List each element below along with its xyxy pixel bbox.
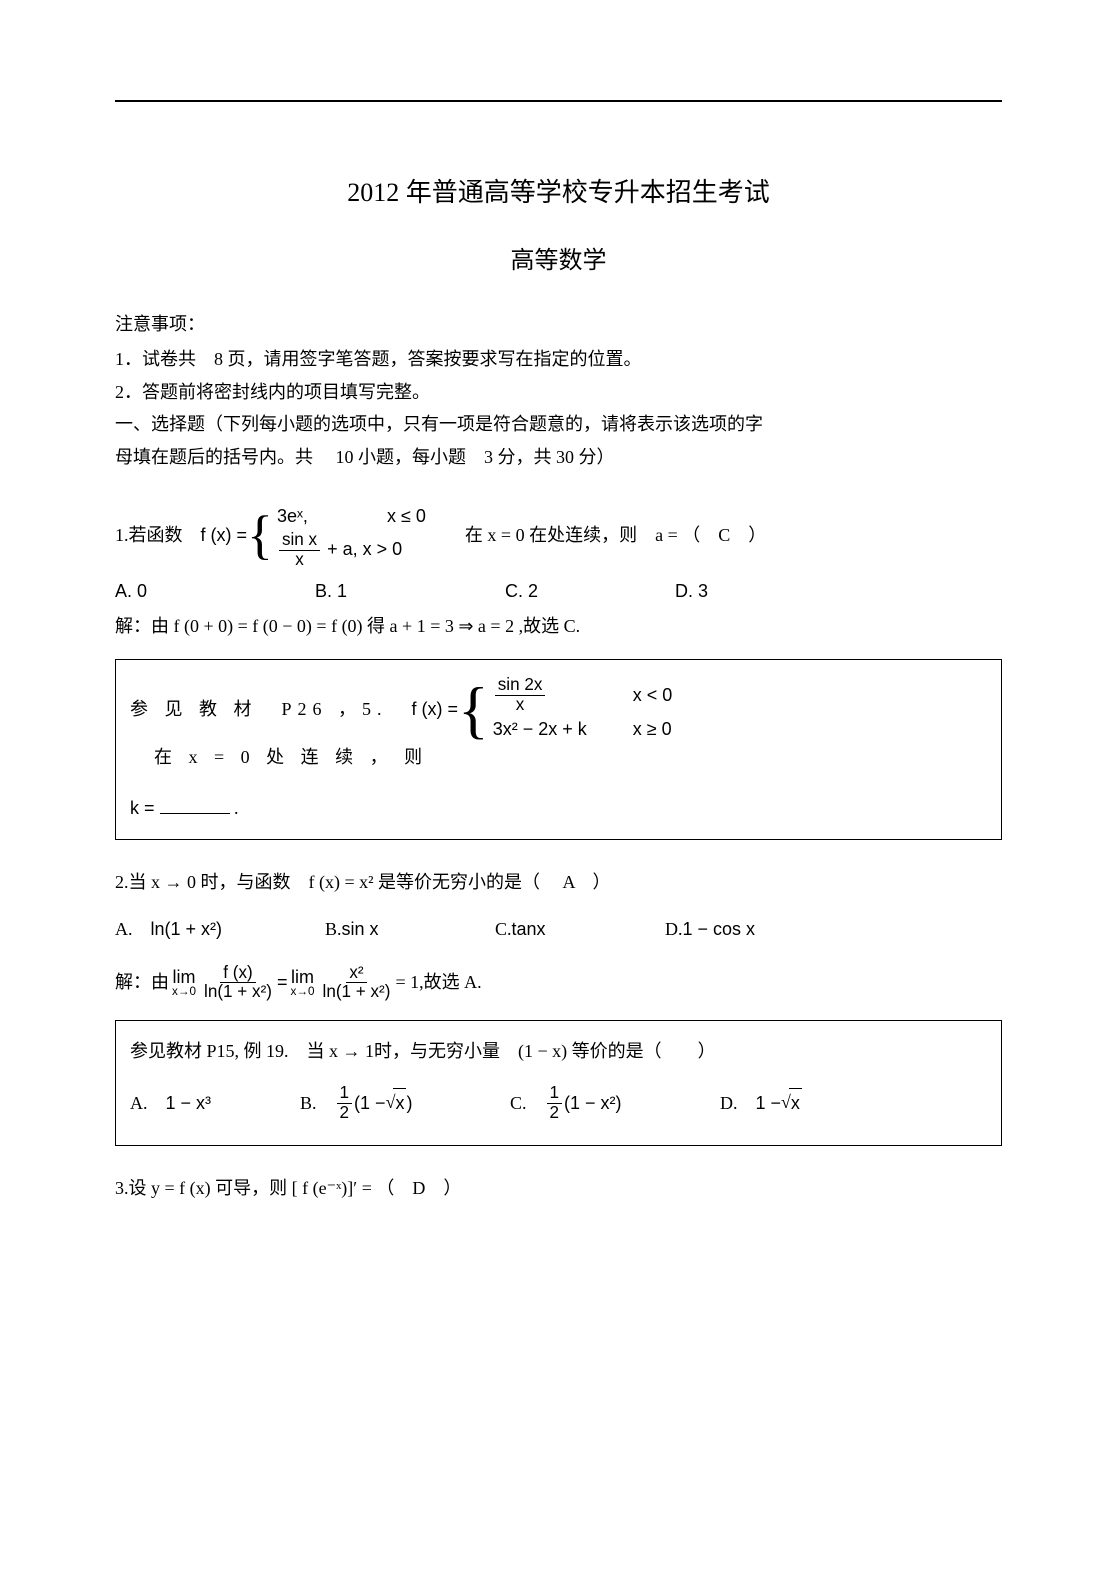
q1-ref-case1-den: x [513, 696, 528, 715]
q1-case2-num: sin x [279, 531, 320, 551]
q1-ref-case2-cond: x ≥ 0 [633, 715, 693, 744]
q2-solution: 解：由 lim x→0 f (x) ln(1 + x²) = lim x→0 x… [115, 964, 1002, 1003]
q2-options: A. ln(1 + x²) B. sin x C. tanx D. 1 − co… [115, 915, 1002, 944]
q1-piecewise: { 3eˣ, x ≤ 0 sin x x + a, x > 0 [247, 502, 447, 569]
q1-solution: 解：由 f (0 + 0) = f (0 − 0) = f (0) 得 a + … [115, 612, 1002, 641]
q2-reference-box: 参见教材 P15, 例 19. 当 x → 1时，与无穷小量 (1 − x) 等… [115, 1020, 1002, 1145]
q1-option-d: D. 3 [675, 577, 708, 606]
q1-ref-piecewise: { sin 2x x x < 0 3x² − 2x + k x ≥ [458, 676, 693, 743]
question-3: 3.设 y = f (x) 可导，则 [ f (e⁻ˣ)]′ = （ D ） [115, 1174, 1002, 1203]
q2-ref-option-d: D. 1 − √x [720, 1084, 802, 1123]
q1-ref-prefix: 参 见 教 材 P26 ，5. [130, 695, 412, 724]
title-sub: 高等数学 [115, 242, 1002, 280]
q2-sol-lim2: lim x→0 [290, 968, 314, 998]
q1-ref-suffix: 在 x = 0 处 连 续 ， 则 [130, 743, 428, 772]
q2-ref-option-c: C. 1 2 (1 − x²) [510, 1084, 720, 1123]
q1-fx: f (x) = [201, 521, 248, 550]
q1-option-c: C. 2 [505, 577, 675, 606]
q2-d-expr: 1 − cos x [683, 915, 756, 944]
q1-ref-case1-val: sin 2x x [493, 676, 633, 715]
question-2: 2.当 x → 0 时，与函数 f (x) = x² 是等价无穷小的是（ A ）… [115, 868, 1002, 1146]
q1-ref-period: . [234, 798, 239, 818]
q1-ref-k: k = [130, 798, 160, 818]
q1-stem-suffix: 在 x = 0 在处连续，则 a = （ C ） [447, 521, 766, 550]
q1-ref-fx: f (x) = [412, 695, 459, 724]
top-rule [115, 100, 1002, 102]
q2-c-expr: tanx [512, 915, 546, 944]
q2-option-d: D. 1 − cos x [665, 915, 755, 944]
notice-item-1: 1．试卷共 8 页，请用签字笔答题，答案按要求写在指定的位置。 [115, 345, 1002, 374]
q1-case2-suffix: + a, x > 0 [327, 539, 402, 559]
q2-ref-option-a: A. 1 − x³ [130, 1084, 300, 1123]
q1-option-b: B. 1 [315, 577, 505, 606]
brace-left-icon: { [247, 514, 273, 557]
section-intro-2: 母填在题后的括号内。共 10 小题，每小题 3 分，共 30 分） [115, 443, 1002, 472]
q2-sol-lim1: lim x→0 [172, 968, 196, 998]
q2-sol-eq1: = [277, 968, 288, 997]
q2-option-a: A. ln(1 + x²) [115, 915, 325, 944]
notice-item-2: 2．答题前将密封线内的项目填写完整。 [115, 378, 1002, 407]
q1-options: A. 0 B. 1 C. 2 D. 3 [115, 577, 1002, 606]
q2-c-pre: C. [495, 915, 512, 944]
q2-sol-frac1: f (x) ln(1 + x²) [201, 964, 275, 1003]
q2-a-pre: A. [115, 915, 151, 944]
q1-case2-val: sin x x + a, x > 0 [277, 531, 402, 570]
brace-left-icon: { [458, 684, 489, 735]
q2-ref-options: A. 1 − x³ B. 1 2 (1 − √x ) C. 1 2 (1 [130, 1084, 987, 1123]
q2-sol-prefix: 解：由 [115, 968, 169, 997]
q1-case2-den: x [292, 551, 307, 570]
q2-b-pre: B. [325, 915, 342, 944]
notice-label: 注意事项： [115, 310, 1002, 339]
q2-d-pre: D. [665, 915, 683, 944]
q1-reference-box: 参 见 教 材 P26 ，5. f (x) = { sin 2x x x < 0 [115, 659, 1002, 840]
q1-ref-case2-val: 3x² − 2x + k [493, 715, 633, 744]
q2-sol-frac2: x² ln(1 + x²) [320, 964, 394, 1003]
q1-stem-prefix: 1.若函数 [115, 521, 201, 550]
blank-line [160, 813, 230, 814]
q2-b-expr: sin x [342, 915, 379, 944]
question-1: 1.若函数 f (x) = { 3eˣ, x ≤ 0 sin x x + a, … [115, 502, 1002, 840]
q1-ref-case1-num: sin 2x [495, 676, 546, 696]
q2-sol-suffix: = 1,故选 A. [395, 968, 481, 997]
q2-a-expr: ln(1 + x²) [151, 915, 223, 944]
q1-ref-line2: k = . [130, 794, 987, 823]
q2-option-b: B. sin x [325, 915, 495, 944]
section-intro-1: 一、选择题（下列每小题的选项中，只有一项是符合题意的，请将表示该选项的字 [115, 410, 1002, 439]
q2-stem: 2.当 x → 0 时，与函数 f (x) = x² 是等价无穷小的是（ A ） [115, 868, 611, 897]
q1-ref-case1-cond: x < 0 [633, 681, 693, 710]
q1-case1-cond: x ≤ 0 [387, 502, 447, 531]
q2-ref-option-b: B. 1 2 (1 − √x ) [300, 1084, 510, 1123]
title-main: 2012 年普通高等学校专升本招生考试 [115, 172, 1002, 214]
q1-option-a: A. 0 [115, 577, 315, 606]
q2-ref-line1: 参见教材 P15, 例 19. 当 x → 1时，与无穷小量 (1 − x) 等… [130, 1037, 987, 1066]
q3-stem: 3.设 y = f (x) 可导，则 [ f (e⁻ˣ)]′ = （ D ） [115, 1174, 461, 1203]
q1-case1-val: 3eˣ, [277, 502, 387, 531]
q2-option-c: C. tanx [495, 915, 665, 944]
